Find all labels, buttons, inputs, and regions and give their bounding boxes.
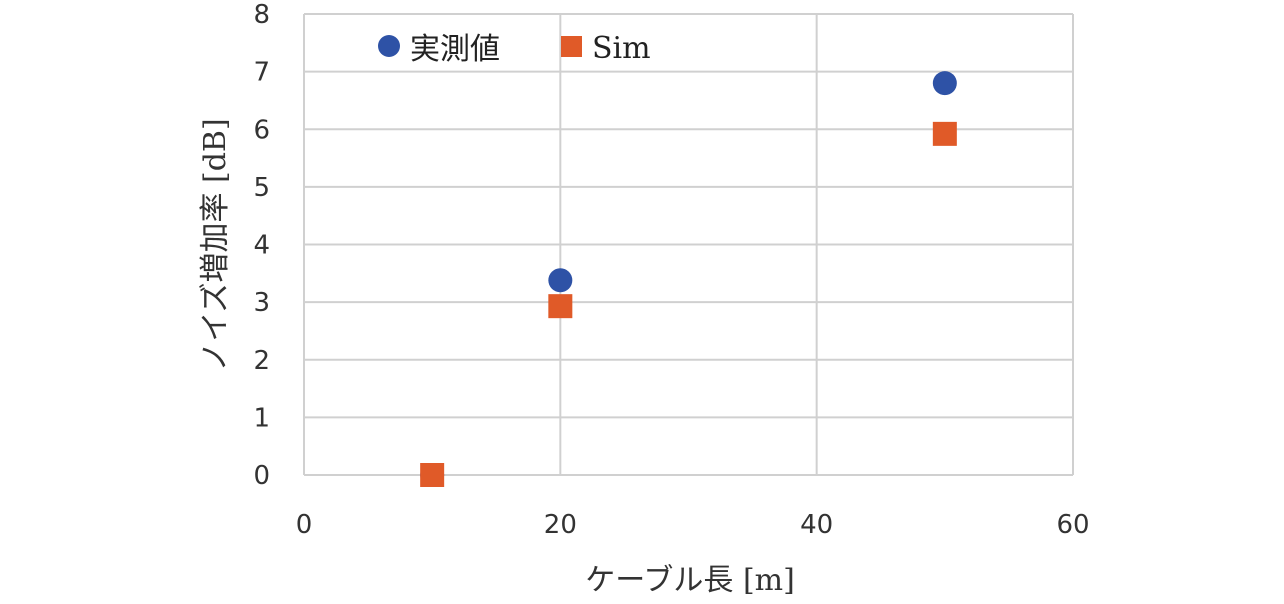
- x-tick-label: 40: [800, 510, 833, 540]
- tick-labels: 0 1 2 3 4 5 6 7 8 0 20 40 60: [253, 0, 1089, 540]
- y-tick-label: 3: [253, 288, 270, 318]
- x-tick-label: 60: [1056, 510, 1089, 540]
- y-tick-label: 2: [253, 346, 270, 376]
- data-point-sim: [932, 121, 957, 146]
- y-tick-label: 0: [253, 461, 270, 491]
- x-axis-title: ケーブル長 [m]: [585, 563, 795, 598]
- y-tick-label: 6: [253, 115, 270, 145]
- x-tick-label: 0: [296, 510, 313, 540]
- legend-marker-measured: [378, 35, 400, 57]
- data-point-measured: [932, 71, 957, 96]
- data-point-measured: [548, 268, 573, 293]
- y-tick-label: 4: [253, 231, 270, 261]
- grid-lines: [303, 13, 1074, 476]
- y-tick-label: 7: [253, 58, 270, 88]
- data-points: [420, 71, 957, 487]
- data-point-sim: [420, 463, 445, 487]
- data-point-sim: [548, 294, 573, 319]
- legend-label-measured: 実測値: [410, 32, 500, 67]
- legend-label-sim: Sim: [592, 31, 651, 66]
- y-axis-title: ノイズ増加率 [dB]: [198, 118, 233, 371]
- legend-marker-sim: [561, 36, 582, 57]
- legend: 実測値 Sim: [378, 31, 651, 67]
- x-tick-label: 20: [544, 510, 577, 540]
- y-tick-label: 5: [253, 173, 270, 203]
- y-tick-label: 1: [253, 403, 270, 433]
- y-tick-label: 8: [253, 0, 270, 30]
